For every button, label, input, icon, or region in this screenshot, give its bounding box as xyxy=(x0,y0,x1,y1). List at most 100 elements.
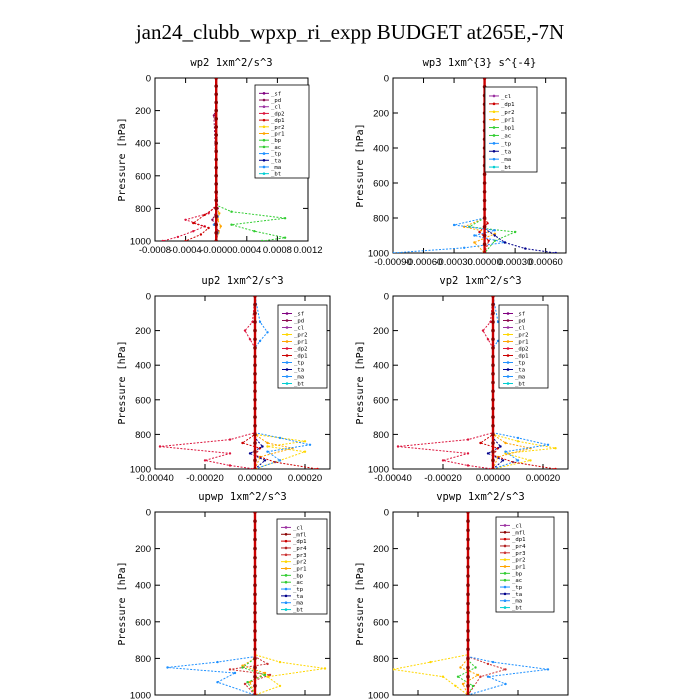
legend-marker xyxy=(503,606,507,609)
legend-label: _tp xyxy=(515,361,526,367)
data-point xyxy=(393,251,395,253)
series-line-pr1 xyxy=(459,512,480,695)
zero-line-marker xyxy=(482,251,487,253)
y-tick-label: 200 xyxy=(135,106,151,117)
x-tick-label: -0.00040 xyxy=(374,473,412,484)
zero-line-marker xyxy=(253,546,257,551)
panel-6: vpwp 1xm^2/s^3 Pressure [hPa] 0 200 400 600 80… xyxy=(355,491,585,700)
y-tick-label: 0 xyxy=(146,508,151,519)
legend-marker xyxy=(506,368,510,371)
legend-marker xyxy=(284,594,288,598)
data-point xyxy=(263,459,267,462)
legend-label: _tp xyxy=(512,585,523,591)
legend-label: _ac xyxy=(293,580,303,586)
zero-line-marker xyxy=(491,406,495,411)
data-point xyxy=(546,443,550,446)
y-tick-label: 400 xyxy=(135,139,151,150)
legend-label: _bt xyxy=(515,382,525,388)
zero-line-marker xyxy=(491,449,495,454)
legend-label: _mfl xyxy=(293,532,306,538)
legend-label: _ac xyxy=(512,578,522,584)
zero-line-marker xyxy=(253,398,257,402)
data-point xyxy=(486,662,490,666)
data-point xyxy=(230,210,233,213)
data-point xyxy=(241,441,244,445)
legend-marker xyxy=(503,537,507,541)
legend-marker xyxy=(285,368,289,371)
data-point xyxy=(278,436,282,440)
data-point xyxy=(516,436,520,440)
panel-title: vpwp 1xm^2/s^3 xyxy=(436,491,525,503)
data-point xyxy=(499,445,502,448)
legend-label: _pr2 xyxy=(293,560,306,566)
legend-box xyxy=(498,304,549,389)
zero-line-marker xyxy=(491,346,495,350)
zero-line-marker xyxy=(482,242,487,247)
zero-line-marker xyxy=(253,583,257,587)
legend-label: _ac xyxy=(501,133,511,139)
zero-line-marker xyxy=(253,354,257,359)
legend-marker xyxy=(492,102,496,106)
zero-line-marker xyxy=(466,693,470,695)
legend-label: _cl xyxy=(271,105,281,111)
zero-line-marker xyxy=(253,592,257,597)
series-line-ta xyxy=(486,296,504,469)
zero-line-marker xyxy=(214,108,218,113)
zero-line-marker xyxy=(491,296,495,298)
data-point xyxy=(266,450,269,453)
data-point xyxy=(504,682,507,686)
zero-line-marker xyxy=(466,684,470,688)
legend-label: _bp xyxy=(271,138,282,144)
legend-label: _ma xyxy=(515,375,525,381)
y-axis-label: Pressure [hPa] xyxy=(117,117,128,201)
zero-line-marker xyxy=(491,423,495,428)
data-point xyxy=(478,230,481,234)
legend-label: _ac xyxy=(271,145,281,151)
y-axis-label: Pressure [hPa] xyxy=(117,340,128,424)
legend-marker xyxy=(285,354,289,357)
data-point xyxy=(516,459,520,462)
legend-label: _dp1 xyxy=(515,354,528,360)
legend-label: _pr1 xyxy=(294,340,307,346)
zero-line-marker xyxy=(214,84,218,88)
y-tick-label: 0 xyxy=(384,292,389,303)
zero-line-marker xyxy=(214,165,218,170)
legend-label: _pr3 xyxy=(293,553,306,559)
y-tick-label: 600 xyxy=(135,395,151,406)
zero-line-marker xyxy=(253,432,257,437)
zero-line-marker xyxy=(466,546,470,551)
legend-label: _dp1 xyxy=(271,118,284,124)
legend-label: _pr1 xyxy=(512,565,525,571)
data-point xyxy=(268,673,272,677)
data-point xyxy=(452,223,456,227)
data-point xyxy=(476,673,480,677)
y-tick-label: 0 xyxy=(384,74,389,85)
zero-line-marker xyxy=(214,231,218,235)
data-point xyxy=(278,684,282,688)
data-point xyxy=(283,217,287,220)
zero-line-marker xyxy=(214,182,218,186)
y-tick-label: 0 xyxy=(146,292,151,303)
legend-label: _pr2 xyxy=(271,125,284,131)
data-point xyxy=(251,320,254,324)
data-point xyxy=(504,450,507,453)
x-tick-label: 0.00000 xyxy=(467,257,501,268)
zero-line-marker xyxy=(482,78,487,80)
zero-line-marker xyxy=(491,363,495,368)
data-point xyxy=(486,338,490,341)
y-tick-label: 1000 xyxy=(368,691,389,700)
data-point xyxy=(504,668,507,671)
legend-marker xyxy=(285,361,289,364)
zero-line-marker xyxy=(253,372,257,376)
data-point xyxy=(233,671,237,675)
legend-marker xyxy=(506,375,510,378)
legend-marker xyxy=(506,382,510,385)
zero-line-marker xyxy=(482,233,487,238)
zero-line-marker xyxy=(214,78,218,80)
x-tick-label: 0.00060 xyxy=(528,257,562,268)
data-point xyxy=(161,239,164,241)
legend-label: _ma xyxy=(293,601,303,607)
legend-label: _cl xyxy=(515,326,525,332)
zero-line-marker xyxy=(466,555,470,560)
series-line-dp2 xyxy=(162,78,217,241)
